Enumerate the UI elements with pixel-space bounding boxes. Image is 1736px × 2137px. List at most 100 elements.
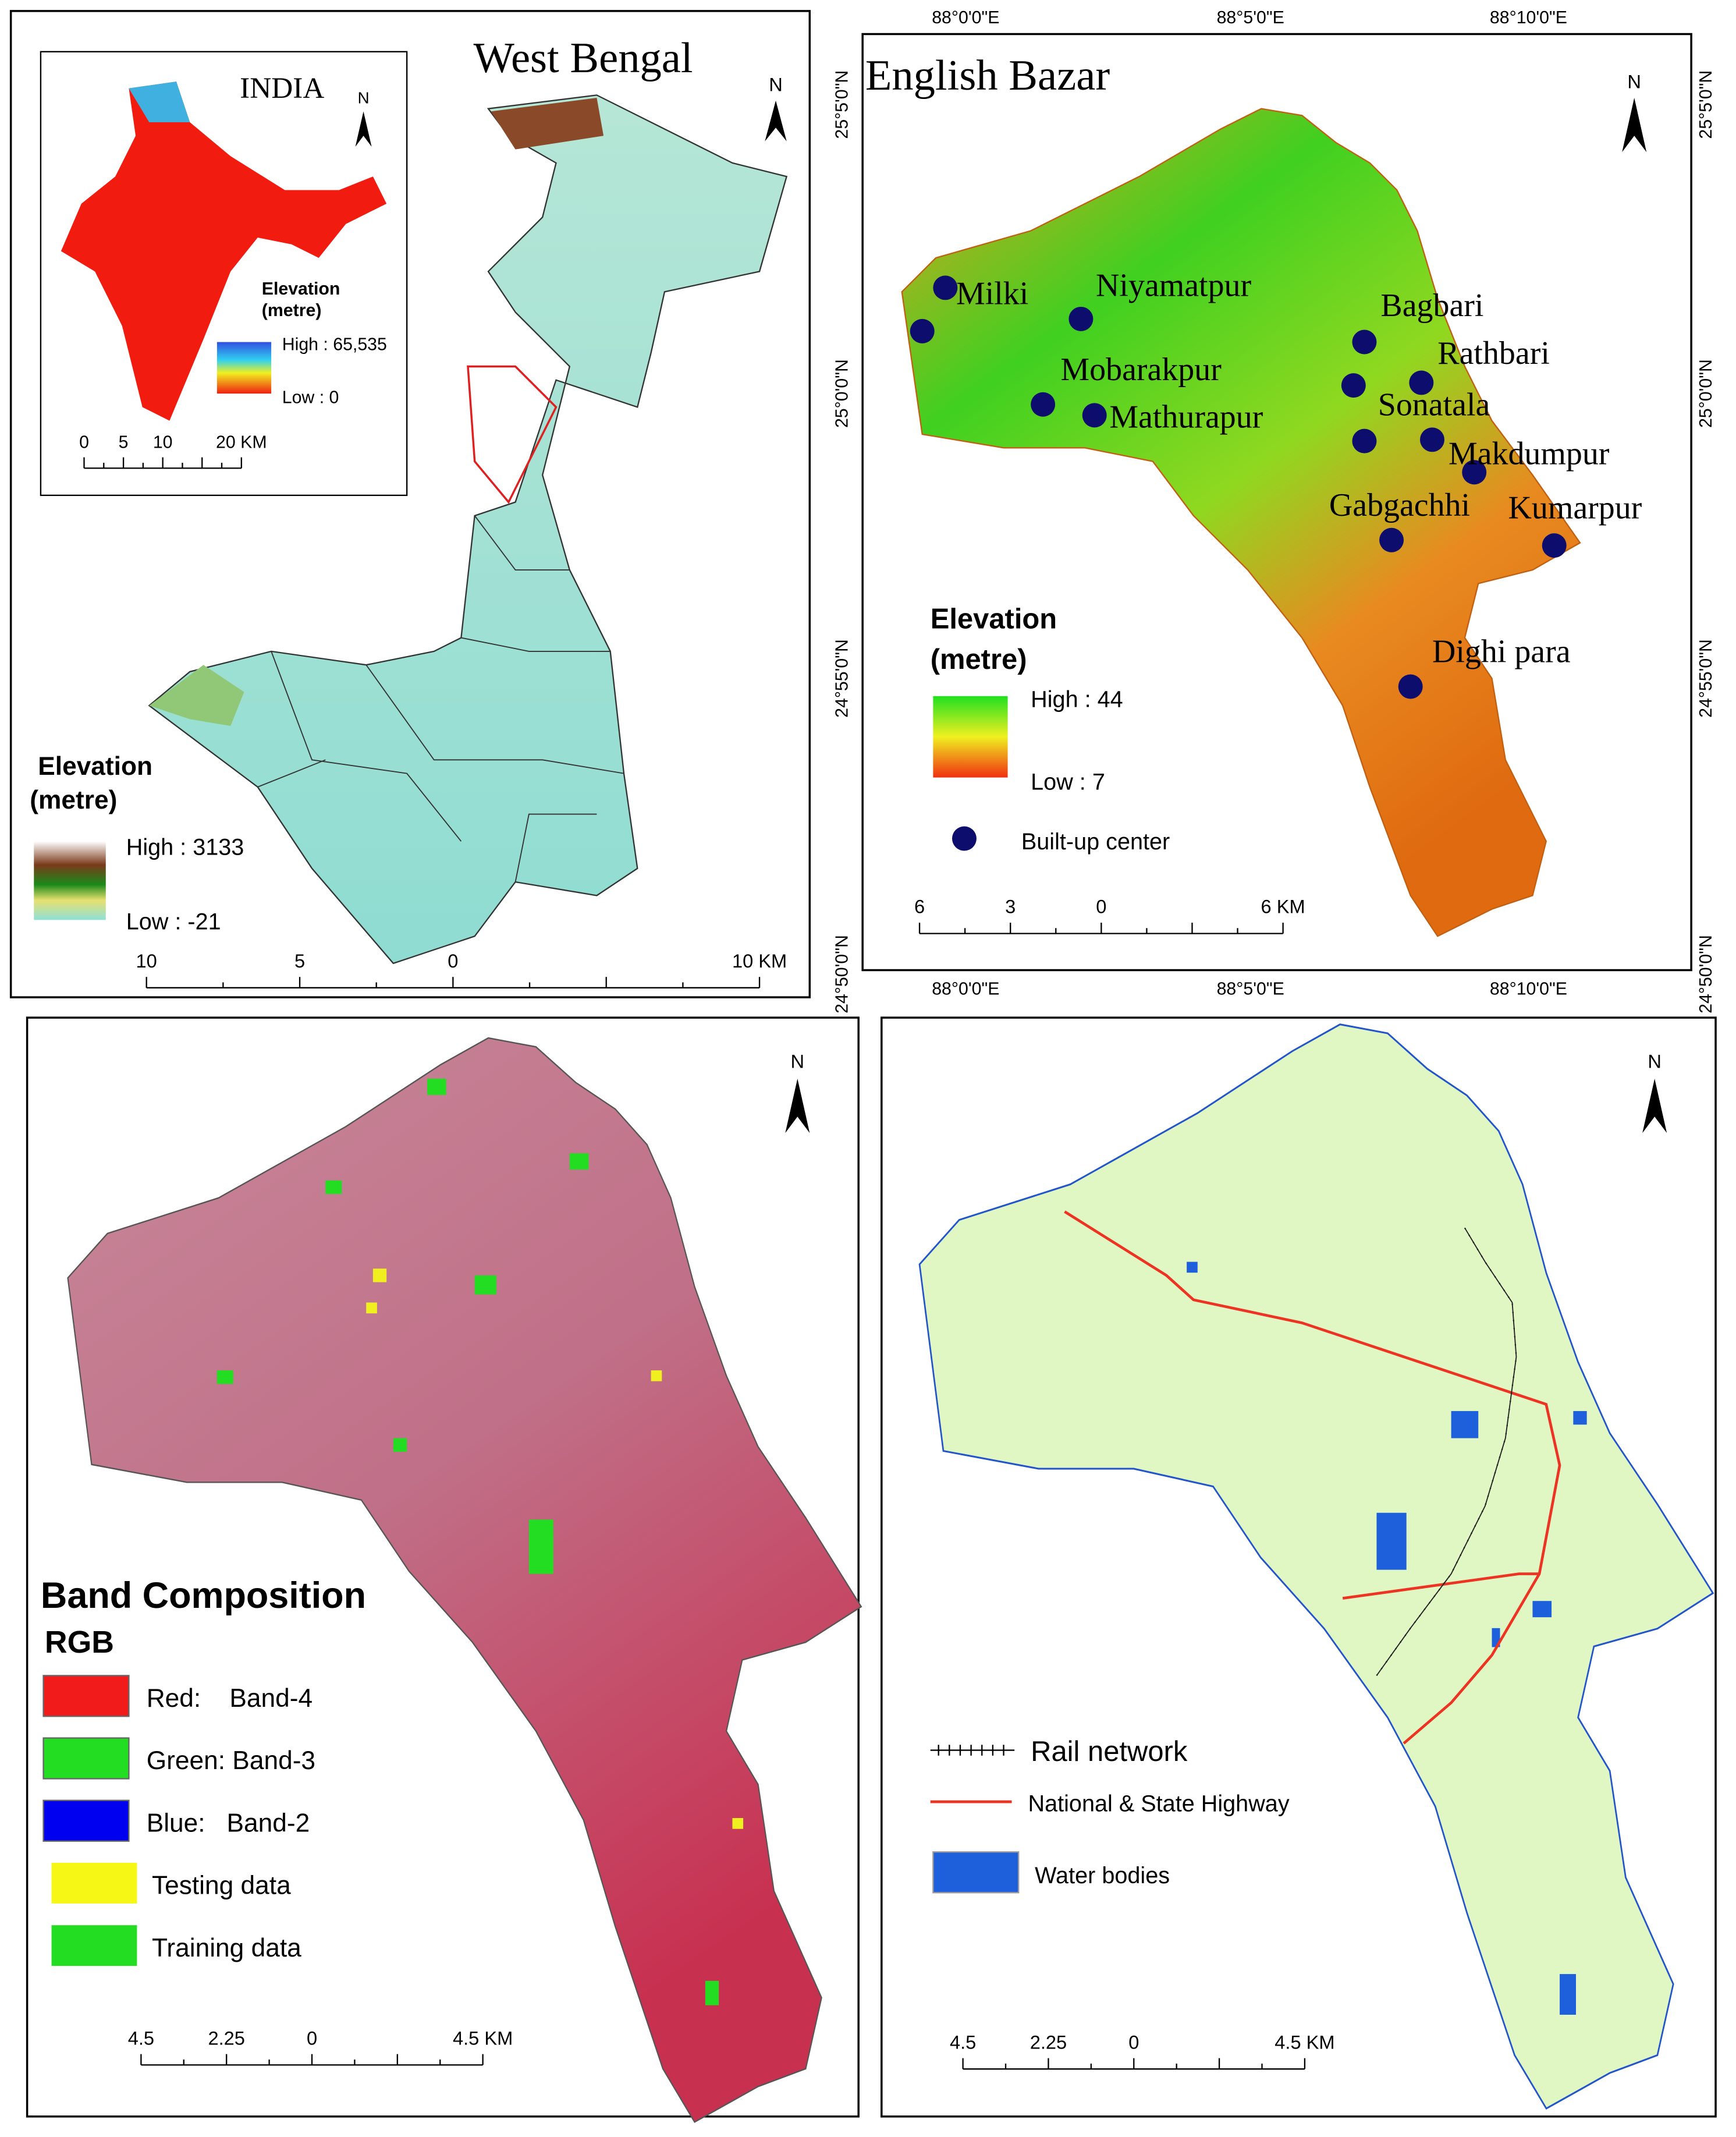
legend-label: National & State Highway xyxy=(1028,1791,1289,1816)
longitude-label: 88°10'0"E xyxy=(1490,979,1567,998)
coordinate-labels: 88°0'0"E 88°5'0"E 88°10'0"E 88°0'0"E 88°5'0"… xyxy=(833,8,1716,1013)
builtup-marker xyxy=(1031,392,1056,417)
builtup-marker xyxy=(1398,674,1423,699)
legend-title: (metre) xyxy=(931,644,1027,675)
inset-title: INDIA xyxy=(240,72,324,105)
latitude-label: 24°55'0"N xyxy=(833,639,852,718)
latitude-label: 24°50'0"N xyxy=(833,935,852,1013)
legend-swatch xyxy=(42,1737,130,1780)
legend-low: Low : -21 xyxy=(126,909,221,935)
plateau xyxy=(149,665,244,726)
legend-water xyxy=(932,1851,1020,1894)
district-boundaries xyxy=(257,515,624,883)
legend-marker xyxy=(952,826,977,851)
legend-label: Built-up center xyxy=(1021,829,1170,855)
legend-label: Water bodies xyxy=(1035,1863,1170,1888)
builtup-marker xyxy=(1420,427,1444,452)
scale-bar: 10 5 0 10 KM xyxy=(136,950,787,989)
scale-label: 20 KM xyxy=(216,433,267,452)
builtup-marker xyxy=(933,275,958,300)
legend-label: Red: Band-4 xyxy=(147,1684,313,1713)
place-label: Bagbari xyxy=(1380,288,1483,324)
place-label: Dighi para xyxy=(1432,634,1571,670)
north-arrow xyxy=(765,100,787,141)
himalaya xyxy=(129,81,190,122)
north-arrow xyxy=(355,111,372,147)
place-label: Kumarpur xyxy=(1508,490,1642,526)
legend-title: Elevation xyxy=(931,603,1057,635)
map-title: English Bazar xyxy=(865,52,1110,100)
north-label: N xyxy=(769,73,783,95)
legend-label: Training data xyxy=(152,1934,301,1962)
longitude-label: 88°0'0"E xyxy=(932,8,999,27)
legend-swatch xyxy=(51,1925,137,1966)
scale-label: 10 KM xyxy=(732,950,787,972)
scale-label: 0 xyxy=(307,2027,317,2049)
latitude-label: 25°0'0"N xyxy=(833,359,852,428)
legend-ramp xyxy=(216,342,272,394)
legend-subtitle: RGB xyxy=(45,1625,114,1660)
builtup-marker xyxy=(1462,460,1487,485)
malda-outline xyxy=(467,365,558,504)
training-areas xyxy=(216,1078,719,2005)
legend-low: Low : 7 xyxy=(1031,770,1105,795)
rail xyxy=(1376,1227,1517,1676)
map-title: West Bengal xyxy=(474,34,693,82)
legend-label: Rail network xyxy=(1031,1736,1188,1767)
builtup-marker xyxy=(1082,403,1107,428)
north-label: N xyxy=(1627,71,1641,93)
legend-swatch xyxy=(42,1799,130,1842)
legend-swatch xyxy=(51,1862,137,1904)
legend-high: High : 3133 xyxy=(126,834,244,860)
scale-label: 5 xyxy=(294,950,305,972)
builtup-marker xyxy=(1352,329,1377,355)
north-arrow xyxy=(785,1078,810,1133)
scale-label: 4.5 KM xyxy=(453,2027,513,2049)
scale-label: 4.5 xyxy=(128,2027,154,2049)
scale-bar: 4.5 2.25 0 4.5 KM xyxy=(128,2027,513,2066)
scale-label: 0 xyxy=(1128,2031,1139,2053)
scale-label: 0 xyxy=(1096,896,1106,917)
legend-rail-ticks xyxy=(938,1745,1004,1756)
builtup-marker xyxy=(1352,428,1377,453)
scale-label: 10 xyxy=(136,950,157,972)
built-up-centers: Milki Niyamatpur Bagbari Rathbari Mobarakpur… xyxy=(910,267,1642,699)
scale-label: 6 xyxy=(914,896,925,917)
legend-title: (metre) xyxy=(30,786,117,814)
north-label: N xyxy=(1648,1050,1662,1072)
longitude-label: 88°10'0"E xyxy=(1490,8,1567,27)
place-label: Rathbari xyxy=(1437,335,1550,371)
scale-label: 4.5 KM xyxy=(1275,2031,1334,2053)
scale-label: 2.25 xyxy=(208,2027,244,2049)
latitude-label: 25°5'0"N xyxy=(833,70,852,139)
legend-label: Testing data xyxy=(152,1872,291,1900)
builtup-marker xyxy=(910,318,935,343)
west-bengal-map xyxy=(148,94,788,965)
scale-bar: 0 5 10 20 KM xyxy=(79,433,267,469)
scale-label: 10 xyxy=(153,433,173,452)
legend-ramp xyxy=(34,841,106,920)
testing-areas xyxy=(366,1268,744,1829)
india-map xyxy=(61,81,387,421)
builtup-marker xyxy=(1068,306,1094,331)
legend-label: Blue: Band-2 xyxy=(147,1809,310,1837)
legend-ramp xyxy=(933,696,1008,778)
scale-label: 5 xyxy=(119,433,129,452)
legend: Red: Band-4 Green: Band-3 Blue: Band-2 Test… xyxy=(42,1675,315,1966)
scale-bar: 6 3 0 6 KM xyxy=(914,896,1305,934)
legend-label: Green: Band-3 xyxy=(147,1746,315,1775)
legend-low: Low : 0 xyxy=(282,388,339,407)
north-arrow xyxy=(1622,98,1647,153)
hills xyxy=(491,98,604,150)
place-label: Gabgachhi xyxy=(1329,487,1470,523)
scale-bar: 4.5 2.25 0 4.5 KM xyxy=(950,2031,1335,2070)
longitude-label: 88°0'0"E xyxy=(932,979,999,998)
builtup-marker xyxy=(1341,373,1366,398)
scale-label: 0 xyxy=(79,433,89,452)
north-label: N xyxy=(357,88,369,107)
builtup-marker xyxy=(1542,533,1567,558)
place-label: Makdumpur xyxy=(1449,435,1610,472)
longitude-label: 88°5'0"E xyxy=(1217,979,1284,998)
